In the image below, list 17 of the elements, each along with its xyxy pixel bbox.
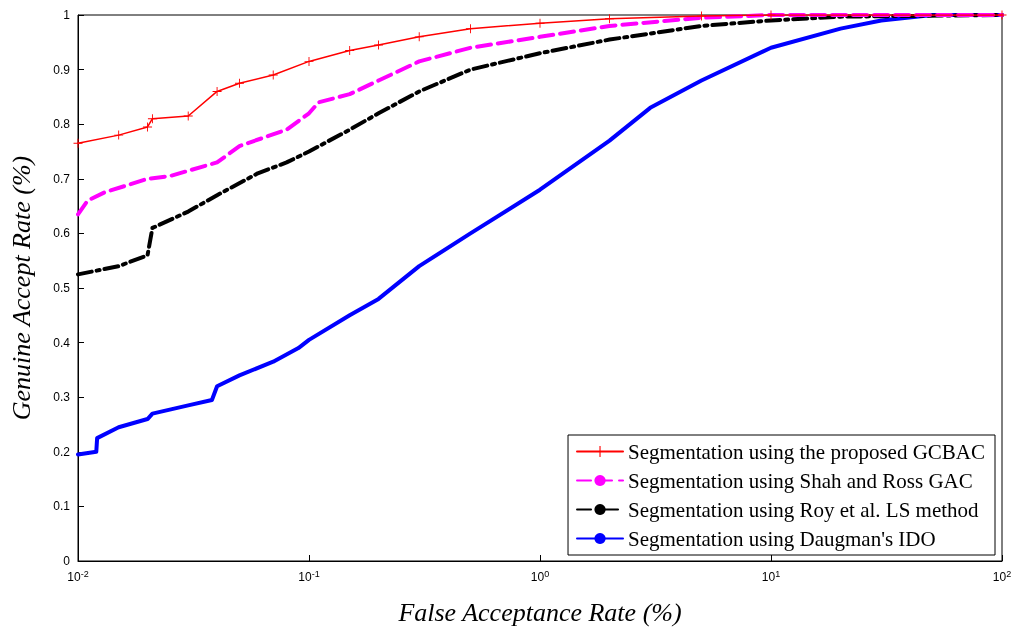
- y-tick-label: 0.2: [53, 444, 71, 459]
- y-tick-label: 0.4: [53, 335, 71, 350]
- y-tick-label: 0.6: [53, 226, 71, 241]
- legend-label: Segmentation using Daugman's IDO: [628, 526, 936, 551]
- y-tick-label: 0.9: [53, 62, 71, 77]
- y-tick-label: 0.7: [53, 171, 71, 186]
- y-tick-label: 0.8: [53, 117, 71, 132]
- legend-label: Segmentation using Roy et al. LS method: [628, 497, 980, 522]
- y-tick-label: 0.5: [53, 281, 71, 295]
- y-axis-title: Genuine Accept Rate (%): [6, 155, 36, 421]
- y-tick-label: 1: [63, 8, 71, 22]
- x-axis-title: False Acceptance Rate (%): [397, 597, 682, 627]
- y-tick-label: 0.1: [53, 499, 71, 514]
- y-tick-label: 0.3: [53, 390, 71, 405]
- y-tick-label: 0: [63, 554, 71, 568]
- legend-label: Segmentation using the proposed GCBAC: [628, 439, 985, 464]
- legend-label: Segmentation using Shah and Ross GAC: [628, 468, 973, 493]
